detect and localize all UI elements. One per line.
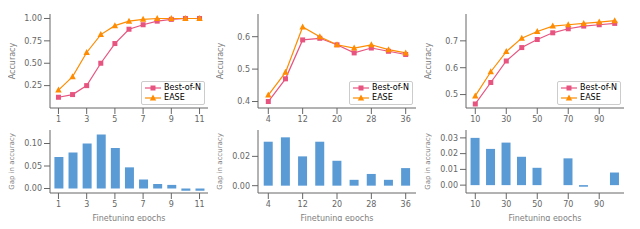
svg-text:0.5: 0.5	[445, 90, 458, 99]
svg-text:3: 3	[84, 115, 89, 124]
svg-text:0.00: 0.00	[232, 182, 250, 191]
svg-text:10: 10	[470, 115, 480, 124]
svg-text:50: 50	[532, 200, 542, 209]
svg-text:Gap in accuracy: Gap in accuracy	[8, 133, 16, 190]
svg-text:90: 90	[594, 200, 604, 209]
svg-text:1: 1	[56, 200, 61, 209]
html-text:Best-of-N: Best-of-N	[164, 83, 201, 92]
svg-text:4: 4	[266, 115, 271, 124]
svg-text:Gap in accuracy: Gap in accuracy	[216, 133, 224, 190]
html-text:Best-of-N: Best-of-N	[372, 83, 409, 92]
svg-text:5: 5	[112, 115, 117, 124]
svg-text:36: 36	[401, 115, 411, 124]
svg-text:0.50: 0.50	[24, 59, 42, 68]
svg-text:Accuracy: Accuracy	[216, 42, 225, 79]
svg-text:0.4: 0.4	[237, 97, 250, 106]
html-text:EASE: EASE	[580, 93, 601, 102]
svg-text:4: 4	[266, 200, 271, 209]
svg-text:70: 70	[563, 200, 573, 209]
svg-text:9: 9	[169, 115, 174, 124]
svg-text:0.25: 0.25	[24, 81, 42, 90]
svg-text:Accuracy: Accuracy	[424, 42, 433, 79]
svg-text:0.01: 0.01	[440, 165, 458, 174]
svg-text:28: 28	[366, 200, 376, 209]
svg-text:28: 28	[366, 115, 376, 124]
html-text:EASE: EASE	[372, 93, 393, 102]
svg-text:0.75: 0.75	[24, 37, 42, 46]
svg-text:Finetuning epochs: Finetuning epochs	[301, 214, 374, 221]
svg-text:12: 12	[298, 115, 308, 124]
svg-text:30: 30	[501, 115, 511, 124]
svg-text:11: 11	[194, 200, 204, 209]
svg-text:9: 9	[169, 200, 174, 209]
svg-text:7: 7	[141, 115, 146, 124]
svg-text:50: 50	[532, 115, 542, 124]
svg-text:1.00: 1.00	[24, 14, 42, 23]
svg-text:0.02: 0.02	[440, 149, 458, 158]
svg-text:36: 36	[401, 200, 411, 209]
svg-text:0.7: 0.7	[445, 37, 458, 46]
svg-text:0.00: 0.00	[440, 181, 458, 190]
svg-text:0.00: 0.00	[24, 184, 42, 193]
svg-text:Finetuning epochs: Finetuning epochs	[509, 214, 582, 221]
svg-text:5: 5	[112, 200, 117, 209]
svg-text:11: 11	[194, 115, 204, 124]
svg-text:30: 30	[501, 200, 511, 209]
svg-text:Accuracy: Accuracy	[8, 42, 17, 79]
svg-text:0.6: 0.6	[237, 33, 250, 42]
svg-text:0.6: 0.6	[445, 64, 458, 73]
svg-text:0.10: 0.10	[24, 139, 42, 148]
svg-text:0.05: 0.05	[24, 162, 42, 171]
svg-text:0.02: 0.02	[232, 152, 250, 161]
html-text:EASE: EASE	[164, 93, 185, 102]
html-text:Best-of-N: Best-of-N	[580, 83, 617, 92]
svg-text:12: 12	[298, 200, 308, 209]
svg-text:90: 90	[594, 115, 604, 124]
svg-text:Finetuning epochs: Finetuning epochs	[93, 214, 166, 221]
svg-text:1: 1	[56, 115, 61, 124]
svg-text:Gap in accuracy: Gap in accuracy	[424, 133, 432, 190]
svg-text:7: 7	[141, 200, 146, 209]
svg-text:0.5: 0.5	[237, 65, 250, 74]
svg-text:20: 20	[332, 200, 342, 209]
svg-text:10: 10	[470, 200, 480, 209]
svg-text:20: 20	[332, 115, 342, 124]
svg-text:70: 70	[563, 115, 573, 124]
svg-text:0.03: 0.03	[440, 134, 458, 143]
svg-text:3: 3	[84, 200, 89, 209]
